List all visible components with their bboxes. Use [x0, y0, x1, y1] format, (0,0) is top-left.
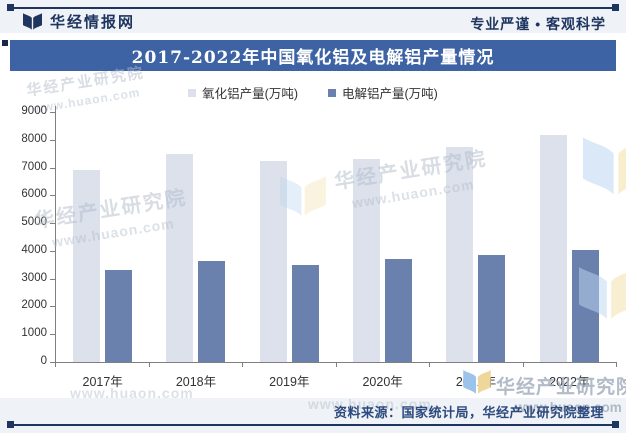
y-axis-tick — [50, 334, 55, 336]
watermark-brand-url: www.huaon.com — [515, 400, 622, 415]
x-axis-label-2017年: 2017年 — [82, 375, 123, 389]
y-axis-tick — [50, 167, 55, 169]
x-axis-tick — [242, 362, 243, 367]
banner-notch — [2, 40, 8, 46]
legend-marker-alumina — [188, 88, 197, 97]
y-axis-label-9000: 9000 — [21, 105, 47, 117]
bar-alumina-2017年 — [73, 170, 101, 362]
bar-group-2022年 — [523, 112, 616, 362]
x-axis-tick — [335, 362, 337, 367]
legend-item-alumina: 氧化铝产量(万吨) — [188, 83, 298, 102]
bar-alumina-2020年 — [353, 158, 381, 362]
y-axis-line — [55, 106, 56, 363]
y-axis-label-4000: 4000 — [21, 243, 47, 256]
y-axis-label-6000: 6000 — [21, 188, 47, 201]
bar-group-2019年 — [243, 112, 336, 362]
y-axis-label-2000: 2000 — [21, 299, 47, 312]
y-axis-tick — [50, 306, 55, 308]
legend-label-alumina: 氧化铝产量(万吨) — [202, 87, 298, 101]
bar-electrolytic-aluminum-2019年 — [291, 264, 319, 362]
x-axis-label-2020年: 2020年 — [362, 375, 403, 389]
legend-label-electrolytic-aluminum: 电解铝产量(万吨) — [342, 87, 438, 101]
y-axis-label-8000: 8000 — [21, 132, 47, 145]
site-slogan: 专业严谨 • 客观科学 — [470, 16, 606, 32]
y-axis-tick — [50, 139, 55, 141]
bar-electrolytic-aluminum-2022年 — [571, 250, 599, 362]
top-rule-right-cap — [612, 4, 619, 11]
site-brand: 华经情报网 — [22, 11, 135, 32]
x-axis-tick — [429, 362, 430, 367]
y-axis-tick — [50, 223, 55, 225]
chart-title-banner: 2017-2022年中国氧化铝及电解铝产量情况 — [10, 40, 616, 71]
bar-alumina-2022年 — [539, 134, 567, 362]
site-brand-name: 华经情报网 — [50, 14, 136, 31]
x-axis-tick — [148, 362, 150, 367]
plot-area — [56, 112, 616, 362]
y-axis-tick — [50, 250, 55, 252]
top-rule — [10, 7, 616, 9]
x-axis-tick — [55, 362, 56, 367]
bar-electrolytic-aluminum-2021年 — [478, 255, 506, 362]
top-rule-left-cap — [7, 4, 14, 11]
y-axis-tick — [50, 362, 55, 363]
bottom-rule-left-cap — [7, 421, 14, 428]
y-axis-label-3000: 3000 — [21, 271, 47, 284]
bar-group-2020年 — [336, 112, 429, 362]
bar-electrolytic-aluminum-2017年 — [105, 269, 133, 362]
bar-group-2018年 — [149, 112, 242, 362]
watermark-brand-name: 华经产业研究院 — [496, 377, 626, 398]
x-axis-label-2019年: 2019年 — [269, 375, 310, 389]
bottom-rule — [10, 424, 616, 426]
x-axis-tick — [522, 362, 524, 367]
y-axis-tick — [50, 112, 55, 113]
y-axis-tick — [50, 195, 55, 197]
bar-alumina-2018年 — [166, 153, 194, 362]
chart-title: 2017-2022年中国氧化铝及电解铝产量情况 — [131, 48, 495, 68]
x-axis-label-2018年: 2018年 — [175, 375, 217, 389]
y-axis-tick — [50, 278, 55, 280]
legend-marker-electrolytic-aluminum — [328, 88, 336, 97]
x-axis-tick — [616, 362, 617, 367]
bar-alumina-2019年 — [259, 160, 287, 362]
y-axis-label-1000: 1000 — [21, 327, 47, 340]
open-book-logo-icon — [23, 13, 42, 30]
legend-item-electrolytic-aluminum: 电解铝产量(万吨) — [328, 83, 438, 102]
chart-legend: 氧化铝产量(万吨) 电解铝产量(万吨) — [0, 83, 626, 102]
data-source: 资料来源：国家统计局，华经产业研究院整理 — [333, 405, 604, 420]
y-axis-label-5000: 5000 — [21, 216, 47, 229]
bar-group-2017年 — [56, 112, 149, 362]
bar-alumina-2021年 — [446, 146, 474, 362]
x-axis-label-2022年: 2022年 — [549, 375, 590, 389]
bar-group-2021年 — [429, 112, 522, 362]
bar-electrolytic-aluminum-2020年 — [385, 259, 413, 362]
y-axis-label-0: 0 — [40, 355, 47, 367]
bottom-rule-right-cap — [612, 421, 619, 428]
y-axis-label-7000: 7000 — [21, 160, 47, 173]
bar-electrolytic-aluminum-2018年 — [198, 260, 226, 362]
